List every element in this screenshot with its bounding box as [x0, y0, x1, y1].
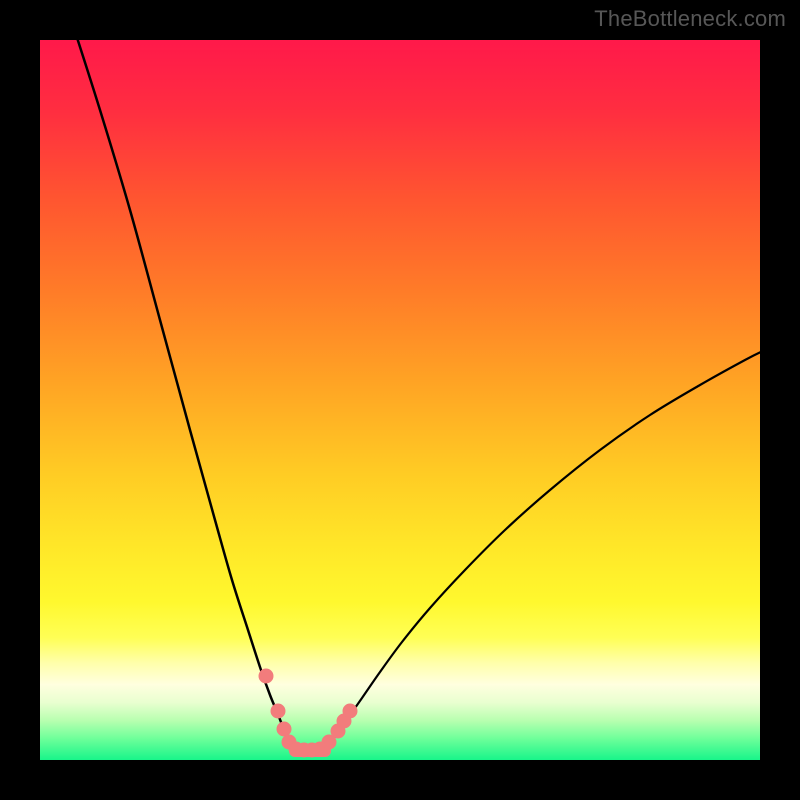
marker-dot	[343, 704, 357, 718]
marker-dot	[277, 722, 291, 736]
marker-dot	[259, 669, 273, 683]
bottleneck-curve-chart	[0, 0, 800, 800]
watermark-text: TheBottleneck.com	[594, 6, 786, 32]
marker-dot	[271, 704, 285, 718]
chart-stage: TheBottleneck.com	[0, 0, 800, 800]
plot-background	[40, 40, 760, 760]
